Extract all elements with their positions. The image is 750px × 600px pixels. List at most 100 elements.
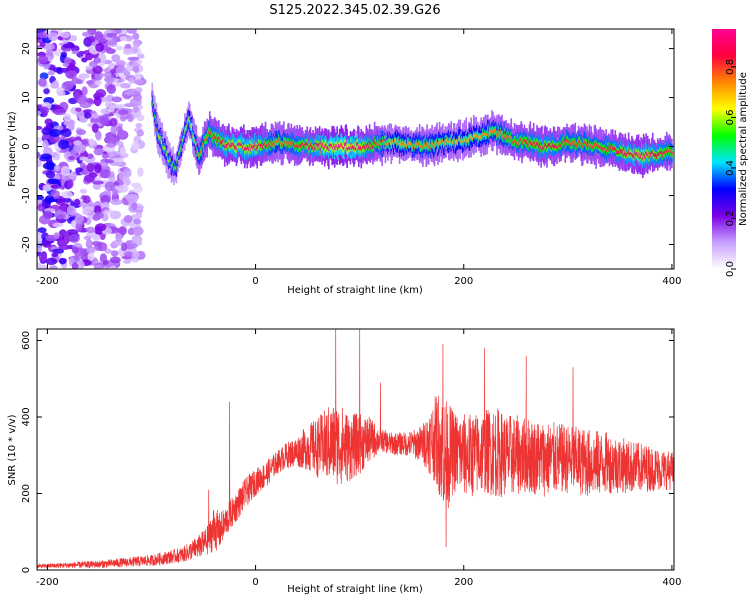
heatmap-ridge-cell [547,142,550,147]
heatmap-ridge-cell [450,138,453,142]
heatmap-noise-blob [63,197,72,203]
heatmap-noise-blob [95,42,105,52]
heatmap-ridge-cell [631,153,633,156]
heatmap-ridge-cell [509,137,512,141]
heatmap-ridge-cell [439,139,442,144]
heatmap-noise-blob [52,248,65,254]
heatmap-noise-blob [54,209,66,220]
heatmap-ridge-cell [616,151,619,156]
heatmap-ridge-cell [537,142,539,146]
heatmap-noise-blob [82,195,91,204]
heatmap-noise-blob [56,86,64,97]
heatmap-ridge-cell [161,139,164,144]
heatmap-noise-blob [126,193,139,204]
heatmap-noise-blob [45,170,56,179]
heatmap-ridge-cell [502,134,504,138]
heatmap-ridge-cell [206,136,209,140]
heatmap-ridge-cell [377,143,380,146]
heatmap-noise-blob [79,188,88,194]
heatmap-ridge-cell [658,152,661,156]
heatmap-ridge-cell [326,146,328,149]
heatmap-ridge-cell [459,137,462,142]
heatmap-ridge-cell [660,151,662,155]
heatmap-noise-blob [53,232,60,239]
heatmap-ridge-cell [581,144,584,148]
heatmap-noise-blob [101,202,110,209]
heatmap-ridge-cell [618,150,621,155]
heatmap-noise-blob [52,80,60,89]
heatmap-ridge-cell [636,151,638,156]
heatmap-noise-blob [90,113,101,119]
heatmap-ridge-cell [409,141,412,146]
heatmap-noise-blob [37,32,49,39]
heatmap-ridge-cell [444,138,447,143]
heatmap-ridge-cell [418,141,421,146]
heatmap-ridge-cell [255,144,258,148]
heatmap-ridge-cell [228,142,230,146]
heatmap-ridge-cell [238,142,240,146]
heatmap-ridge-cell [617,150,620,155]
heatmap-ridge-cell [298,143,301,147]
heatmap-ridge-cell [666,150,669,156]
heatmap-ridge-cell [669,152,672,156]
heatmap-noise-blob [86,162,95,173]
heatmap-ridge-cell [505,135,507,140]
heatmap-ridge-cell [172,162,174,166]
heatmap-ridge-cell [283,137,285,143]
heatmap-noise-blob [119,36,128,42]
heatmap-ridge-cell [313,146,316,150]
heatmap-ridge-cell [275,140,278,145]
heatmap-ridge-cell [518,139,521,143]
heatmap-ridge-cell [238,142,241,146]
heatmap-ridge-cell [488,129,491,134]
heatmap-noise-blob [112,157,124,163]
heatmap-ridge-cell [547,144,549,148]
heatmap-ridge-cell [412,141,415,146]
heatmap-ridge-cell [355,147,358,150]
heatmap-ridge-cell [203,138,206,142]
heatmap-ridge-cell [490,129,492,134]
heatmap-noise-blob [119,114,127,122]
heatmap-ridge-cell [522,141,524,145]
heatmap-ridge-cell [229,142,232,148]
heatmap-ridge-cell [542,147,545,151]
snr-xtick-label: 400 [662,577,681,588]
heatmap-noise-blob [83,206,95,213]
heatmap-ridge-cell [397,139,399,144]
heatmap-ridge-cell [240,144,243,147]
heatmap-ridge-cell [406,144,408,149]
heatmap-ridge-cell [211,135,214,139]
heatmap-ridge-cell [295,144,298,148]
heatmap-ridge-cell [316,143,318,147]
heatmap-ridge-cell [152,102,154,106]
heatmap-ridge-cell [410,142,413,146]
heatmap-ridge-cell [225,144,228,149]
heatmap-ridge-cell [470,135,473,140]
heatmap-ridge-cell [169,157,172,162]
heatmap-ridge-cell [245,145,248,150]
heatmap-ridge-cell [561,141,563,146]
heatmap-ridge-cell [525,139,527,144]
heatmap-noise-blob [77,260,85,269]
heatmap-ridge-cell [279,141,282,144]
heatmap-ridge-cell [424,144,427,148]
heatmap-ridge-cell [562,141,564,144]
heatmap-ridge-cell [257,145,259,149]
heatmap-ridge-cell [413,145,416,150]
heatmap-ridge-cell [204,138,207,142]
heatmap-ridge-cell [623,152,626,156]
heatmap-noise-blob [40,153,52,160]
heatmap-ridge-cell [463,137,466,141]
heatmap-ridge-cell [344,141,347,146]
heatmap-ridge-cell [472,137,474,141]
heatmap-ridge-cell [595,147,597,151]
heatmap-ridge-cell [265,144,268,149]
heatmap-ridge-cell [498,133,501,138]
heatmap-ridge-cell [318,142,321,146]
heatmap-ridge-cell [194,140,197,145]
heatmap-ridge-cell [362,144,365,149]
heatmap-ridge-cell [298,145,300,149]
heatmap-ridge-cell [511,139,513,144]
heatmap-noise-blob [94,223,107,232]
